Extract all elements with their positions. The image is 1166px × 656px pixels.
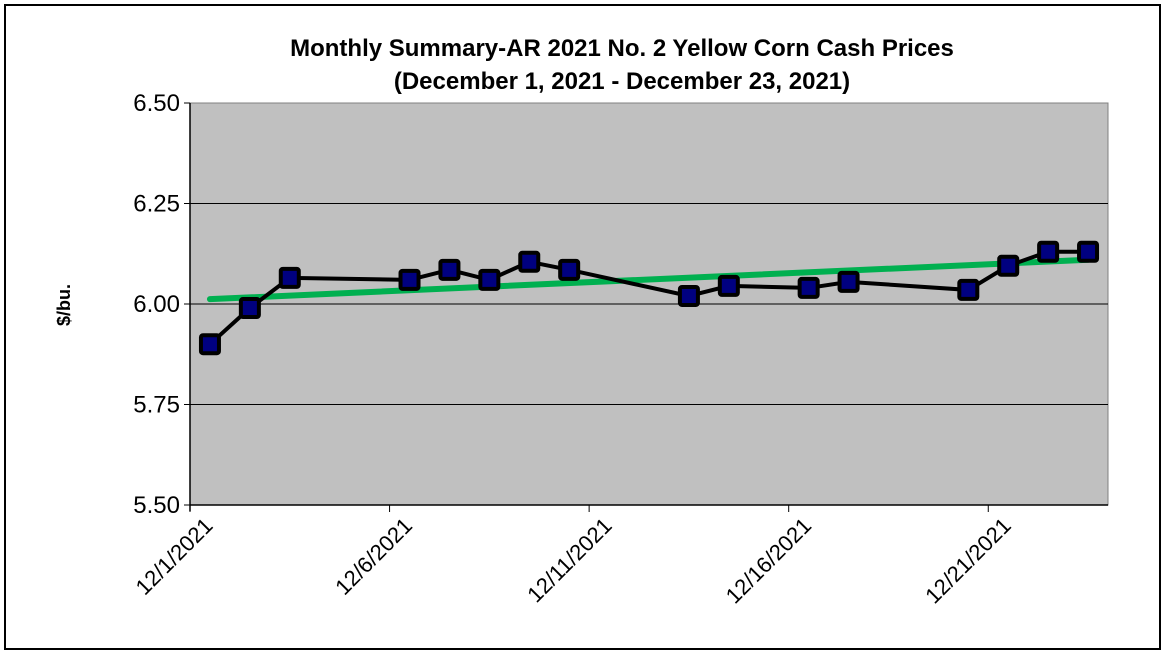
y-axis-label: $/bu. (54, 284, 74, 326)
chart-title: Monthly Summary-AR 2021 No. 2 Yellow Cor… (290, 35, 954, 62)
chart-subtitle: (December 1, 2021 - December 23, 2021) (394, 68, 850, 95)
series-line (208, 249, 1089, 346)
data-point (438, 258, 461, 281)
y-tick-label: 6.00 (133, 291, 180, 318)
data-point (957, 278, 980, 301)
gridlines (190, 203, 1108, 405)
y-tick-label: 6.50 (133, 90, 180, 117)
data-point (398, 268, 421, 291)
data-point (717, 274, 740, 297)
data-point (837, 270, 860, 293)
trendline (206, 256, 1092, 303)
data-point (278, 266, 301, 289)
y-tick-label: 5.50 (133, 492, 180, 519)
data-point (1077, 240, 1100, 263)
data-point (518, 250, 541, 273)
data-point (797, 276, 820, 299)
data-point (478, 268, 501, 291)
data-point (997, 254, 1020, 277)
trendline-group (206, 256, 1092, 303)
y-tick-label: 5.75 (133, 392, 180, 419)
y-tick-label: 6.25 (133, 191, 180, 218)
data-point (558, 258, 581, 281)
data-point (198, 333, 221, 356)
data-point (238, 297, 261, 320)
data-point (677, 284, 700, 307)
series-group (198, 240, 1100, 356)
data-point (1037, 240, 1060, 263)
